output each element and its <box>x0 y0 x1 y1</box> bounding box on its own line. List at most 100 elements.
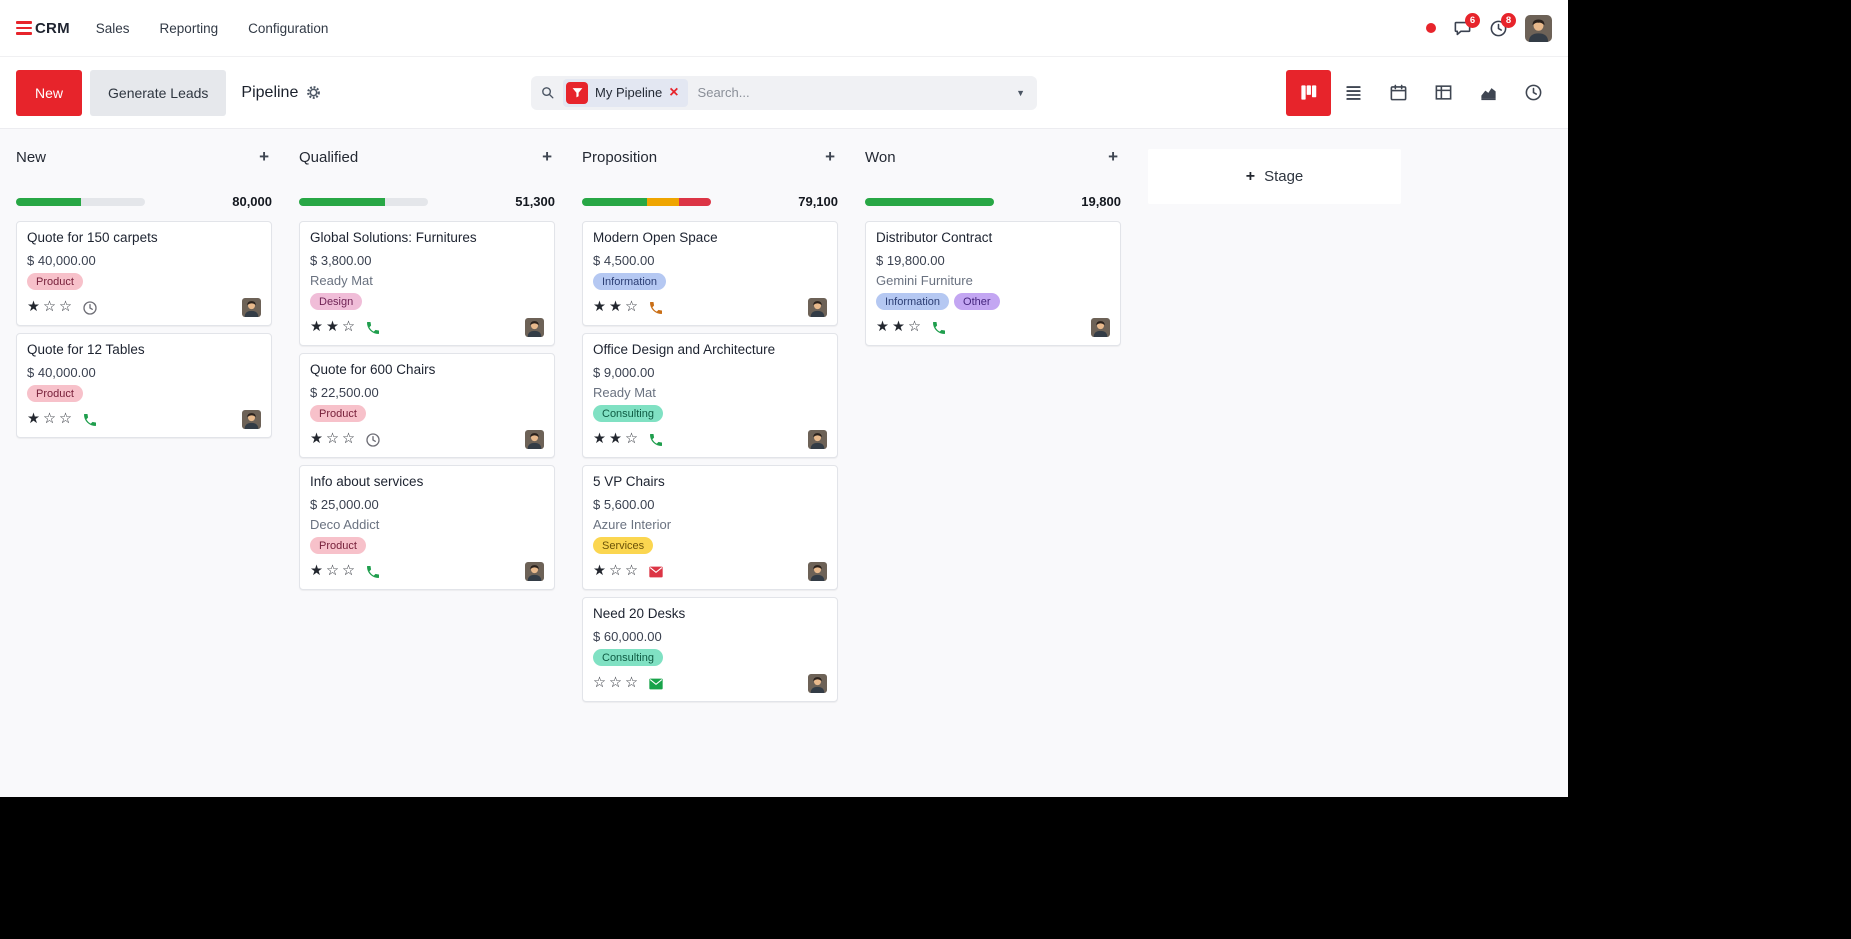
star-icon[interactable]: ☆ <box>342 431 355 448</box>
phone-icon[interactable] <box>365 564 381 580</box>
add-card-icon[interactable]: + <box>542 147 552 166</box>
star-icon[interactable]: ☆ <box>43 411 56 428</box>
new-button[interactable]: New <box>16 69 83 116</box>
priority-stars[interactable]: ★ ☆ ☆ <box>27 412 72 427</box>
column-progressbar[interactable] <box>16 197 145 206</box>
messages-icon[interactable]: 6 <box>1453 12 1480 38</box>
kanban-card[interactable]: Global Solutions: Furnitures $ 3,800.00 … <box>299 221 555 346</box>
gear-icon[interactable] <box>306 85 321 100</box>
phone-icon[interactable] <box>365 320 381 336</box>
priority-stars[interactable]: ★ ☆ ☆ <box>27 300 72 315</box>
add-card-icon[interactable]: + <box>259 147 269 166</box>
clock-icon[interactable] <box>365 432 381 448</box>
clock-icon[interactable] <box>82 300 98 316</box>
column-progressbar[interactable] <box>865 197 994 206</box>
kanban-card[interactable]: Distributor Contract $ 19,800.00 Gemini … <box>865 221 1121 346</box>
view-activity-button[interactable] <box>1511 70 1556 116</box>
envelope-icon[interactable] <box>648 564 664 580</box>
kanban-card[interactable]: Quote for 600 Chairs $ 22,500.00 Product… <box>299 353 555 458</box>
column-progressbar[interactable] <box>582 197 711 206</box>
star-icon[interactable]: ☆ <box>625 675 638 692</box>
column-progressbar[interactable] <box>299 197 428 206</box>
star-icon[interactable]: ☆ <box>59 411 72 428</box>
view-calendar-button[interactable] <box>1376 70 1421 116</box>
priority-stars[interactable]: ★ ☆ ☆ <box>310 564 355 579</box>
kanban-card[interactable]: Info about services $ 25,000.00 Deco Add… <box>299 465 555 590</box>
tag-product: Product <box>27 385 83 402</box>
phone-icon[interactable] <box>648 300 664 316</box>
view-kanban-button[interactable] <box>1286 69 1331 116</box>
star-icon[interactable]: ☆ <box>59 299 72 316</box>
star-icon[interactable]: ☆ <box>625 431 638 448</box>
star-icon[interactable]: ★ <box>593 431 606 448</box>
priority-stars[interactable]: ★ ★ ☆ <box>310 320 355 335</box>
priority-stars[interactable]: ★ ☆ ☆ <box>310 432 355 447</box>
column-total: 19,800 <box>1081 194 1121 209</box>
kanban-card[interactable]: Quote for 12 Tables $ 40,000.00 Product … <box>16 333 272 438</box>
kanban-card[interactable]: 5 VP Chairs $ 5,600.00 Azure Interior Se… <box>582 465 838 590</box>
filter-facet-my-pipeline[interactable]: My Pipeline × <box>563 78 688 107</box>
star-icon[interactable]: ☆ <box>625 563 638 580</box>
apps-menu-icon[interactable] <box>16 21 32 35</box>
view-pivot-button[interactable] <box>1421 70 1466 116</box>
add-card-icon[interactable]: + <box>825 147 835 166</box>
star-icon[interactable]: ☆ <box>908 319 921 336</box>
tag-product: Product <box>27 273 83 290</box>
column-title: Qualified <box>299 148 359 166</box>
priority-stars[interactable]: ★ ☆ ☆ <box>593 564 638 579</box>
add-stage-button[interactable]: + Stage <box>1148 149 1401 204</box>
view-graph-button[interactable] <box>1466 70 1511 116</box>
phone-icon[interactable] <box>931 320 947 336</box>
star-icon[interactable]: ★ <box>876 319 889 336</box>
star-icon[interactable]: ★ <box>892 319 905 336</box>
star-icon[interactable]: ★ <box>27 411 40 428</box>
remove-facet-icon[interactable]: × <box>669 83 679 101</box>
view-list-button[interactable] <box>1331 70 1376 116</box>
menu-configuration[interactable]: Configuration <box>248 20 329 36</box>
star-icon[interactable]: ☆ <box>342 319 355 336</box>
search-input[interactable] <box>695 84 1009 101</box>
star-icon[interactable]: ★ <box>310 563 323 580</box>
star-icon[interactable]: ★ <box>310 431 323 448</box>
star-icon[interactable]: ☆ <box>593 675 606 692</box>
kanban-card[interactable]: Need 20 Desks $ 60,000.00 Consulting ☆ ☆ ☆ <box>582 597 838 702</box>
priority-stars[interactable]: ★ ★ ☆ <box>876 320 921 335</box>
star-icon[interactable]: ☆ <box>609 675 622 692</box>
menu-sales[interactable]: Sales <box>95 20 130 36</box>
priority-stars[interactable]: ☆ ☆ ☆ <box>593 676 638 691</box>
star-icon[interactable]: ★ <box>27 299 40 316</box>
phone-icon[interactable] <box>648 432 664 448</box>
menu-reporting[interactable]: Reporting <box>159 20 219 36</box>
star-icon[interactable]: ★ <box>593 299 606 316</box>
star-icon[interactable]: ☆ <box>326 431 339 448</box>
phone-icon[interactable] <box>82 412 98 428</box>
priority-stars[interactable]: ★ ★ ☆ <box>593 300 638 315</box>
star-icon[interactable]: ★ <box>326 319 339 336</box>
add-card-icon[interactable]: + <box>1108 147 1118 166</box>
star-icon[interactable]: ☆ <box>326 563 339 580</box>
user-avatar[interactable] <box>1525 15 1552 42</box>
star-icon[interactable]: ★ <box>609 299 622 316</box>
search-bar[interactable]: My Pipeline × ▼ <box>531 75 1037 110</box>
activity-clock-icon <box>1524 83 1543 102</box>
kanban-card[interactable]: Modern Open Space $ 4,500.00 Information… <box>582 221 838 326</box>
activities-icon[interactable]: 8 <box>1489 12 1516 38</box>
star-icon[interactable]: ☆ <box>625 299 638 316</box>
main-menu: Sales Reporting Configuration <box>96 21 329 36</box>
search-dropdown-caret-icon[interactable]: ▼ <box>1016 87 1025 98</box>
star-icon[interactable]: ★ <box>593 563 606 580</box>
app-brand[interactable]: CRM <box>35 19 70 37</box>
priority-stars[interactable]: ★ ★ ☆ <box>593 432 638 447</box>
envelope-icon[interactable] <box>648 676 664 692</box>
crm-app-window: CRM Sales Reporting Configuration 6 8 <box>0 0 1568 797</box>
kanban-card[interactable]: Office Design and Architecture $ 9,000.0… <box>582 333 838 458</box>
star-icon[interactable]: ☆ <box>43 299 56 316</box>
generate-leads-button[interactable]: Generate Leads <box>90 69 227 116</box>
star-icon[interactable]: ★ <box>310 319 323 336</box>
kanban-column-new: New + 80,000 Quote for 150 carpets $ 40,… <box>16 147 272 438</box>
star-icon[interactable]: ☆ <box>342 563 355 580</box>
star-icon[interactable]: ☆ <box>609 563 622 580</box>
kanban-card[interactable]: Quote for 150 carpets $ 40,000.00 Produc… <box>16 221 272 326</box>
star-icon[interactable]: ★ <box>609 431 622 448</box>
avatar <box>808 674 827 693</box>
